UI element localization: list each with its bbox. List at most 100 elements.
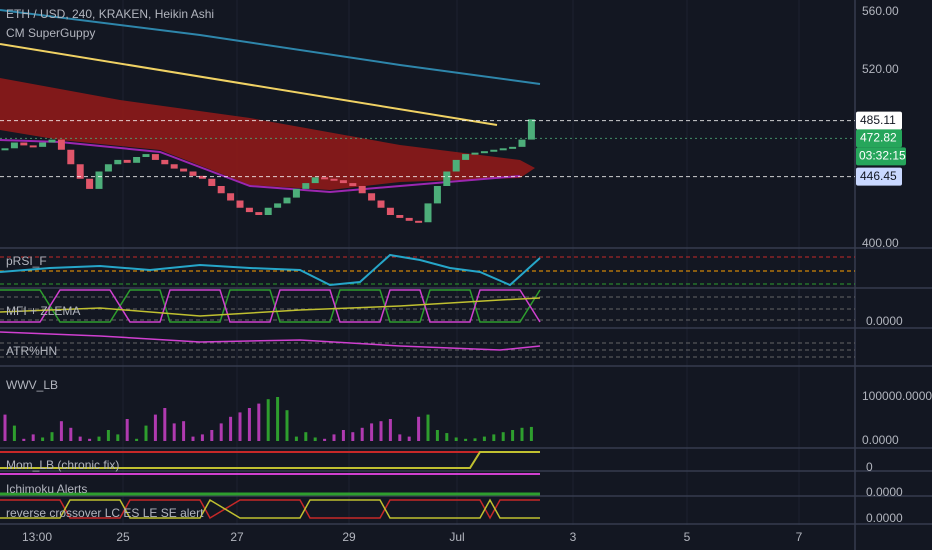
trend-ma <box>0 43 498 126</box>
mom-line-2 <box>0 451 540 469</box>
volume-bar <box>304 432 308 441</box>
prsi-line <box>0 253 541 287</box>
candle <box>1 148 9 151</box>
price-tick-label: 560.00 <box>862 4 899 18</box>
atr-line <box>0 331 541 351</box>
volume-bar <box>3 414 7 441</box>
candle <box>245 207 253 213</box>
candle <box>76 164 84 179</box>
volume-bar <box>388 419 392 441</box>
volume-bar <box>257 403 261 441</box>
candle <box>10 142 18 149</box>
pane-label: pRSI_F <box>6 254 47 268</box>
volume-bar <box>219 423 223 441</box>
pane-label: MFI + ZLEMA <box>6 304 80 318</box>
volume-bar <box>398 434 402 441</box>
candles <box>1 119 535 223</box>
candle <box>142 154 150 157</box>
x-tick-label: 5 <box>684 530 691 544</box>
volume-bar <box>501 432 505 441</box>
candle <box>527 119 535 140</box>
candle <box>330 178 338 181</box>
candle <box>462 154 470 160</box>
volume-tick-label: 100000.0000 <box>862 389 932 403</box>
volume-bar <box>313 437 317 441</box>
candle <box>368 193 376 201</box>
pane-axis-label: 0.0000 <box>866 485 903 499</box>
candle <box>133 157 141 163</box>
volume-bar <box>520 427 524 441</box>
candle <box>452 159 460 172</box>
volume-bar <box>88 438 92 441</box>
candle <box>415 220 423 223</box>
volume-bar <box>69 427 73 441</box>
guppy-ribbon <box>0 78 535 190</box>
candle <box>509 146 517 149</box>
candle <box>405 217 413 221</box>
candle <box>67 149 75 165</box>
volume-bar <box>276 397 280 441</box>
candle <box>386 207 394 215</box>
volume-bar <box>191 436 195 441</box>
volume-bar <box>285 410 289 441</box>
volume-bar <box>266 399 270 441</box>
volume-bar <box>41 437 45 441</box>
volume-bar <box>407 436 411 441</box>
candle <box>180 168 188 172</box>
volume-bar <box>426 414 430 441</box>
volume-bar <box>50 432 54 441</box>
volume-bar <box>59 421 63 441</box>
candle <box>161 159 169 165</box>
volume-bar <box>97 436 101 441</box>
volume-bar <box>116 434 120 441</box>
candle <box>480 151 488 154</box>
slow-ma <box>0 9 541 85</box>
volume-bar <box>125 419 129 441</box>
candle <box>358 186 366 194</box>
x-tick-label: 25 <box>116 530 130 544</box>
price-tag-label: 472.82 <box>860 131 897 145</box>
candle <box>321 177 329 180</box>
candle <box>86 178 94 189</box>
volume-bar <box>511 430 515 441</box>
volume-tick-label: 0.0000 <box>862 433 899 447</box>
price-tag-label: 446.45 <box>860 169 897 183</box>
zlema-line <box>0 297 541 317</box>
volume-bar <box>229 416 233 441</box>
price-tag <box>856 111 902 130</box>
vertical-grid <box>122 0 800 525</box>
volume-bar <box>12 425 16 441</box>
volume-bar <box>445 433 449 441</box>
price-tick-label: 400.00 <box>862 236 899 250</box>
candle <box>339 180 347 184</box>
pane-label: reverse crossover LC ES LE SE alert <box>6 506 204 520</box>
volume-bar <box>144 425 148 441</box>
x-tick-label: 27 <box>230 530 244 544</box>
volume-bar <box>417 416 421 441</box>
volume-bar <box>464 438 468 441</box>
candle <box>424 203 432 223</box>
alert-line-2 <box>0 498 540 519</box>
x-tick-label: Jul <box>449 530 464 544</box>
volume-bar <box>172 423 176 441</box>
pane-axis-label: 0.0000 <box>866 511 903 525</box>
volume-bar <box>482 436 486 441</box>
volume-bar <box>247 408 251 441</box>
candle <box>95 171 103 189</box>
volume-bar <box>492 434 496 441</box>
candle <box>48 139 56 143</box>
volume-bar <box>323 438 327 441</box>
volume-bar <box>182 421 186 441</box>
candle <box>311 177 319 184</box>
candle <box>123 159 131 163</box>
volume-bar <box>200 434 204 441</box>
candle <box>170 164 178 169</box>
candle <box>396 215 404 218</box>
candle <box>104 164 112 172</box>
volume-bar <box>370 423 374 441</box>
candle <box>490 149 498 152</box>
volume-bar <box>22 438 26 441</box>
